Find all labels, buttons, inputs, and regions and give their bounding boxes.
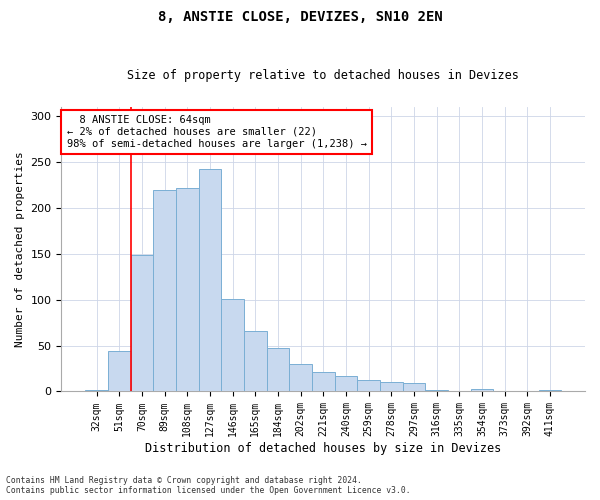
Bar: [403, 383, 425, 392]
Bar: [244, 331, 266, 392]
X-axis label: Distribution of detached houses by size in Devizes: Distribution of detached houses by size …: [145, 442, 502, 455]
Bar: [199, 169, 221, 392]
Text: 8 ANSTIE CLOSE: 64sqm
← 2% of detached houses are smaller (22)
98% of semi-detac: 8 ANSTIE CLOSE: 64sqm ← 2% of detached h…: [67, 116, 367, 148]
Bar: [380, 382, 403, 392]
Bar: [131, 254, 153, 392]
Bar: [425, 390, 448, 392]
Bar: [357, 380, 380, 392]
Bar: [85, 390, 108, 392]
Bar: [335, 376, 357, 392]
Text: 8, ANSTIE CLOSE, DEVIZES, SN10 2EN: 8, ANSTIE CLOSE, DEVIZES, SN10 2EN: [158, 10, 442, 24]
Title: Size of property relative to detached houses in Devizes: Size of property relative to detached ho…: [127, 69, 519, 82]
Bar: [266, 348, 289, 392]
Bar: [539, 390, 561, 392]
Text: Contains HM Land Registry data © Crown copyright and database right 2024.
Contai: Contains HM Land Registry data © Crown c…: [6, 476, 410, 495]
Bar: [470, 388, 493, 392]
Bar: [153, 190, 176, 392]
Y-axis label: Number of detached properties: Number of detached properties: [15, 151, 25, 347]
Bar: [221, 298, 244, 392]
Bar: [289, 364, 312, 392]
Bar: [312, 372, 335, 392]
Bar: [493, 390, 516, 392]
Bar: [176, 188, 199, 392]
Bar: [108, 351, 131, 392]
